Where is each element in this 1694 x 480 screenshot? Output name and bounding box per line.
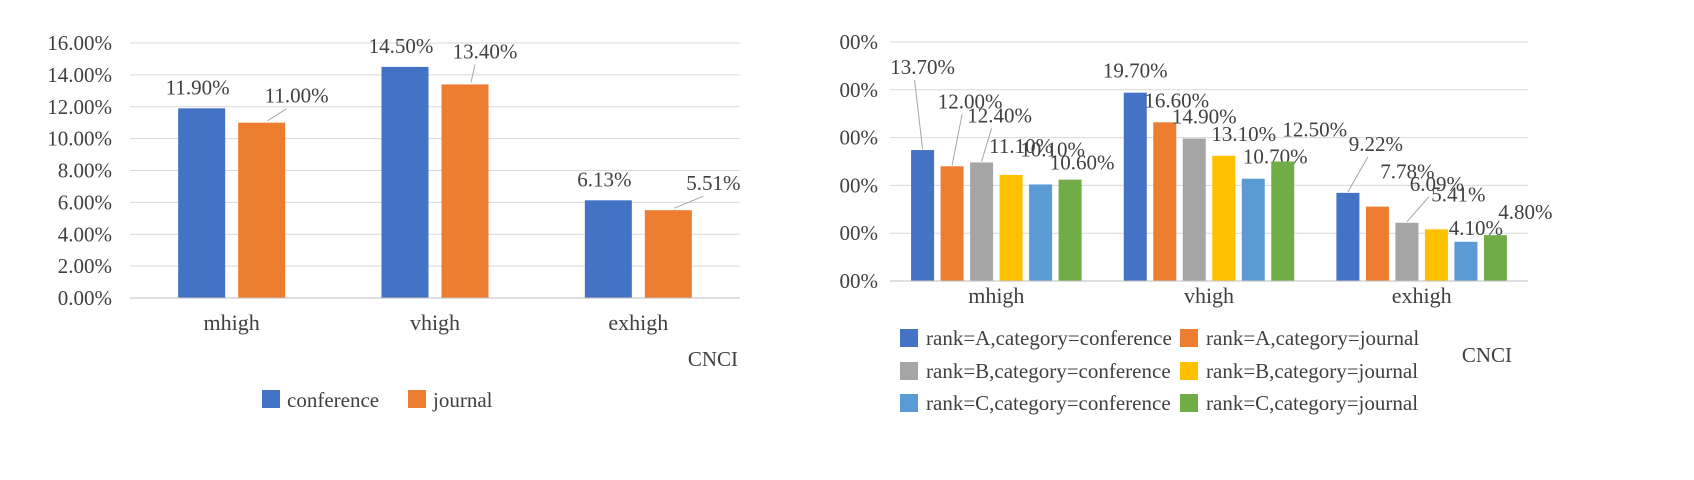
bar-rank=B,category=conference — [970, 162, 994, 281]
x-category-label: mhigh — [204, 310, 260, 335]
data-label: 11.10% — [989, 134, 1053, 158]
bar-conference — [381, 66, 429, 298]
y-tick-label: 8.00% — [58, 159, 112, 183]
x-category-label: vhigh — [1184, 283, 1234, 308]
legend-label: conference — [287, 388, 379, 412]
legend-label: rank=B,category=conference — [926, 359, 1171, 383]
leader-line — [267, 108, 287, 122]
bar-journal — [644, 210, 692, 298]
y-tick-label: 2.00% — [58, 254, 112, 278]
data-label: 5.51% — [686, 171, 740, 195]
data-label: 11.00% — [265, 84, 329, 108]
legend-swatch-rank=A,category=conference — [900, 329, 918, 347]
data-label: 13.40% — [453, 39, 518, 63]
y-tick-label: 6.00% — [58, 190, 112, 214]
data-label: 16.60% — [1144, 88, 1209, 112]
bar-rank=A,category=conference — [1336, 192, 1360, 281]
data-label: 12.40% — [967, 103, 1032, 127]
legend-label: rank=C,category=conference — [926, 391, 1171, 415]
bar-rank=C,category=conference — [1029, 184, 1053, 281]
x-axis-title: CNCI — [688, 347, 738, 371]
y-tick-label: 16.00% — [47, 31, 112, 55]
y-tick-label: 25.00% — [840, 30, 878, 54]
legend-label: rank=B,category=journal — [1206, 359, 1418, 383]
data-label: 12.50% — [1282, 118, 1347, 142]
data-label: 12.00% — [938, 89, 1003, 113]
y-tick-label: 15.00% — [840, 126, 878, 150]
data-label: 13.10% — [1211, 122, 1276, 146]
legend-label: journal — [432, 388, 493, 412]
legend-swatch-rank=B,category=conference — [900, 362, 918, 380]
x-category-label: exhigh — [608, 310, 668, 335]
data-label: 11.90% — [166, 75, 230, 99]
bar-rank=B,category=conference — [1395, 222, 1419, 281]
bar-rank=A,category=conference — [1123, 92, 1147, 281]
bar-rank=C,category=conference — [1241, 178, 1265, 281]
y-tick-label: 4.00% — [58, 222, 112, 246]
bar-rank=A,category=journal — [940, 166, 964, 281]
bar-rank=B,category=journal — [999, 174, 1023, 281]
data-label: 4.80% — [1498, 200, 1552, 224]
legend-swatch-journal — [408, 390, 426, 408]
x-category-label: vhigh — [410, 310, 460, 335]
leader-line — [1406, 196, 1430, 223]
legend-swatch-rank=A,category=journal — [1180, 329, 1198, 347]
bar-rank=A,category=journal — [1153, 122, 1177, 281]
data-label: 10.10% — [1020, 137, 1085, 161]
bar-rank=A,category=journal — [1365, 206, 1389, 281]
leader-line — [951, 114, 963, 166]
legend-swatch-conference — [262, 390, 280, 408]
legend-swatch-rank=B,category=journal — [1180, 362, 1198, 380]
bar-journal — [441, 84, 489, 298]
x-category-label: exhigh — [1392, 283, 1452, 308]
bar-rank=A,category=conference — [911, 150, 935, 281]
legend-swatch-rank=C,category=journal — [1180, 394, 1198, 412]
data-label: 6.09% — [1410, 172, 1464, 196]
y-tick-label: 10.00% — [840, 173, 878, 197]
y-tick-label: 5.00% — [840, 221, 878, 245]
data-label: 6.13% — [577, 167, 631, 191]
leader-line — [981, 128, 993, 162]
leader-line — [470, 64, 476, 83]
left-bar-chart: 0.00% 2.00% 4.00% 6.00% 8.00% 10.00% 12.00% 14.… — [47, 31, 740, 412]
legend-label: rank=A,category=journal — [1206, 326, 1419, 350]
legend-label: rank=A,category=conference — [926, 326, 1172, 350]
leader-line — [1347, 156, 1369, 193]
data-label: 14.90% — [1172, 105, 1237, 129]
bar-rank=C,category=journal — [1058, 179, 1082, 281]
data-label: 13.70% — [890, 55, 955, 79]
leader-line — [674, 195, 704, 209]
bar-rank=C,category=conference — [1454, 241, 1478, 281]
bar-conference — [584, 200, 632, 298]
right-bar-chart: 0.00% 5.00% 10.00% 15.00% 20.00% 25.00% mhigh 1… — [840, 30, 1553, 415]
y-tick-label: 20.00% — [840, 78, 878, 102]
legend-label: rank=C,category=journal — [1206, 391, 1418, 415]
data-label: 7.78% — [1380, 160, 1434, 184]
y-tick-label: 10.00% — [47, 127, 112, 151]
data-label: 19.70% — [1103, 59, 1168, 83]
data-label: 9.22% — [1349, 132, 1403, 156]
bar-rank=C,category=journal — [1483, 235, 1507, 281]
legend-swatch-rank=C,category=conference — [900, 394, 918, 412]
data-label: 5.41% — [1431, 182, 1485, 206]
y-tick-label: 0.00% — [58, 286, 112, 310]
bar-rank=B,category=journal — [1424, 229, 1448, 281]
y-tick-label: 0.00% — [840, 269, 878, 293]
x-category-label: mhigh — [968, 283, 1024, 308]
leader-line — [914, 79, 924, 150]
bar-journal — [238, 122, 286, 298]
x-axis-title: CNCI — [1462, 343, 1512, 367]
bar-conference — [178, 108, 226, 298]
bar-rank=B,category=conference — [1182, 138, 1206, 281]
data-label: 14.50% — [369, 34, 434, 58]
bar-rank=B,category=journal — [1212, 155, 1236, 281]
y-tick-label: 14.00% — [47, 63, 112, 87]
y-tick-label: 12.00% — [47, 95, 112, 119]
data-label: 10.60% — [1050, 151, 1115, 175]
bar-rank=C,category=journal — [1271, 161, 1295, 281]
